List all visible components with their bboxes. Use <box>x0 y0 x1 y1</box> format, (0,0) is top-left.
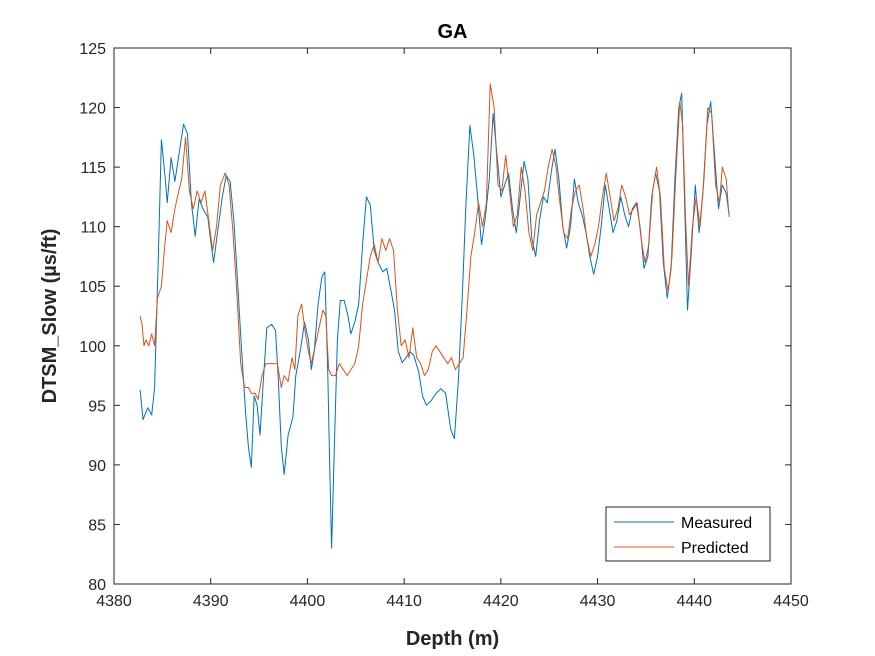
x-tick-label: 4400 <box>290 593 326 610</box>
y-tick-label: 115 <box>80 160 106 177</box>
y-tick-label: 80 <box>88 577 106 594</box>
y-tick-label: 110 <box>80 220 106 237</box>
x-tick-label: 4440 <box>676 593 712 610</box>
y-tick-label: 90 <box>88 458 106 475</box>
legend-label-predicted: Predicted <box>681 540 749 557</box>
series-layer <box>139 83 730 549</box>
series-line-predicted <box>139 83 730 400</box>
y-tick-label: 105 <box>79 279 106 296</box>
x-tick-label: 4390 <box>193 593 229 610</box>
y-tick-label: 85 <box>88 517 106 534</box>
x-tick-label: 4420 <box>483 593 519 610</box>
y-tick-label: 100 <box>79 339 106 356</box>
legend-box <box>605 506 771 562</box>
plot-area <box>114 48 791 584</box>
plot-frame <box>113 47 792 585</box>
y-axis: 80 85 90 95 100 105 110 115 120 125 <box>79 41 791 594</box>
y-tick-label: 95 <box>88 398 106 415</box>
y-tick-label: 125 <box>79 41 106 58</box>
x-axis: 4380 4390 4400 4410 4420 4430 4440 4450 <box>96 48 809 610</box>
x-tick-label: 4380 <box>96 593 132 610</box>
x-tick-label: 4450 <box>773 593 809 610</box>
legend-label-measured: Measured <box>681 515 752 532</box>
x-axis-label: Depth (m) <box>406 628 499 650</box>
x-tick-label: 4430 <box>580 593 616 610</box>
y-tick-label: 120 <box>79 101 106 118</box>
legend: Measured Predicted <box>605 506 771 562</box>
x-tick-label: 4410 <box>386 593 422 610</box>
y-axis-label: DTSM_Slow (µs/ft) <box>39 229 61 404</box>
chart-title: GA <box>438 21 468 43</box>
